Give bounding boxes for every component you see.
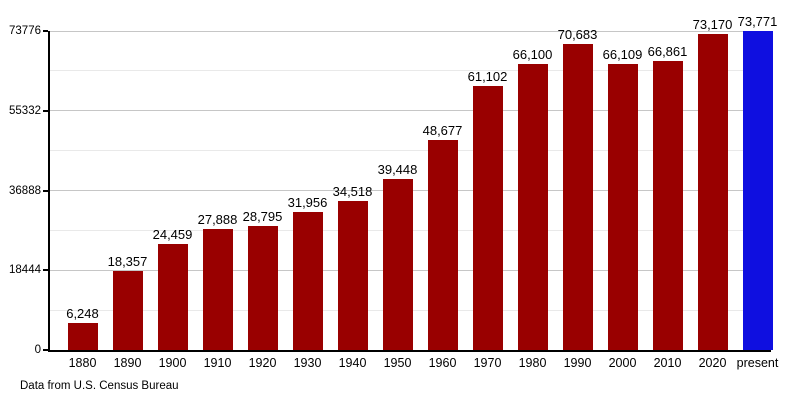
bar-value-label: 34,518 <box>332 183 373 199</box>
x-tick-label: 2000 <box>608 356 637 370</box>
bar <box>67 323 98 350</box>
bar <box>337 200 368 350</box>
x-tick-label: 1930 <box>293 356 322 370</box>
bar <box>517 64 548 350</box>
bar <box>292 211 323 350</box>
bar <box>247 225 278 350</box>
y-tick-mark <box>43 269 48 272</box>
x-tick-label: 1880 <box>68 356 97 370</box>
bar <box>562 44 593 350</box>
bar <box>157 244 188 350</box>
bar <box>607 64 638 350</box>
x-tick-label: 1970 <box>473 356 502 370</box>
y-tick-label: 55332 <box>9 104 41 117</box>
x-tick-label: 1990 <box>563 356 592 370</box>
bar-value-label: 70,683 <box>557 27 598 43</box>
bar-present <box>742 31 773 350</box>
x-tick-label: 1890 <box>113 356 142 370</box>
x-tick-label: 1910 <box>203 356 232 370</box>
bar-value-label: 66,109 <box>602 47 643 63</box>
x-tick-label: 1950 <box>383 356 412 370</box>
bar-value-label: 27,888 <box>197 212 238 228</box>
y-tick-label: 36888 <box>9 184 41 197</box>
major-gridline <box>50 30 770 32</box>
bar-value-label: 61,102 <box>467 68 508 84</box>
bar <box>652 60 683 350</box>
bar <box>697 33 728 350</box>
x-tick-label: 1940 <box>338 356 367 370</box>
bar-value-label: 39,448 <box>377 162 418 178</box>
bar <box>202 229 233 350</box>
bar-value-label: 66,100 <box>512 47 553 63</box>
bar-value-label: 73,771 <box>737 14 778 29</box>
bar-value-label: 6,248 <box>66 306 99 321</box>
x-tick-label: 2010 <box>653 356 682 370</box>
y-tick-label: 0 <box>34 344 41 356</box>
x-axis-line <box>48 350 771 352</box>
y-tick-label: 18444 <box>9 264 41 277</box>
bar-value-label: 18,357 <box>107 253 148 269</box>
minor-gridline <box>50 150 770 152</box>
y-tick-mark <box>43 349 48 351</box>
bar <box>382 179 413 350</box>
bar-value-label: 48,677 <box>422 122 463 138</box>
bar <box>472 85 503 350</box>
bar-value-label: 28,795 <box>242 208 283 224</box>
bar-value-label: 24,459 <box>152 227 193 243</box>
minor-gridline <box>50 70 770 72</box>
bar-value-label: 31,956 <box>287 194 328 210</box>
x-tick-label: 2020 <box>698 356 727 370</box>
x-tick-label: 1960 <box>428 356 457 370</box>
x-tick-label: 1920 <box>248 356 277 370</box>
y-axis-line <box>48 31 50 352</box>
source-note: Data from U.S. Census Bureau <box>20 380 179 392</box>
x-tick-label: present <box>736 356 779 370</box>
bar-value-label: 66,861 <box>647 43 688 59</box>
x-tick-label: 1900 <box>158 356 187 370</box>
bar <box>427 139 458 350</box>
bar-value-label: 73,170 <box>692 16 733 32</box>
major-gridline <box>50 110 770 112</box>
y-tick-mark <box>43 189 48 192</box>
y-tick-mark <box>43 109 48 112</box>
x-tick-label: 1980 <box>518 356 547 370</box>
bar <box>112 270 143 350</box>
y-tick-mark <box>43 30 48 32</box>
y-tick-label: 73776 <box>9 25 41 37</box>
